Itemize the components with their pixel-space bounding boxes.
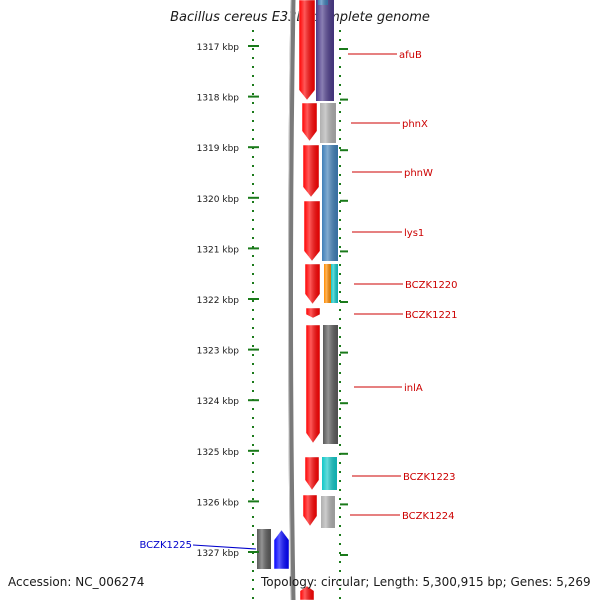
ruler-tick-label: 1319 kbp [197, 144, 240, 154]
gene-BCZK1225-gray-shade [257, 529, 271, 569]
cds-arrow-BCZK1223-shade [305, 457, 319, 490]
ruler-tick-label: 1320 kbp [197, 195, 240, 205]
genome-summary-text: Topology: circular; Length: 5,300,915 bp… [261, 575, 591, 589]
backbone-arc-highlight [288, 0, 292, 600]
cds-arrow-BCZK1220-shade [305, 264, 320, 304]
gene-phnW-lys1-shade [322, 145, 338, 261]
gene-label: afuB [399, 50, 422, 61]
gene-features [257, 0, 338, 600]
label-leader-line-BCZK1225 [192, 544, 257, 550]
gene-label: BCZK1220 [405, 280, 458, 291]
gene-afuB-shade [316, 0, 334, 101]
gene-BCZK1224-shade [321, 496, 335, 528]
ruler-tick-label: 1318 kbp [197, 94, 240, 104]
gene-inlA-shade [323, 325, 338, 444]
gene-afuB-top-shade [318, 0, 328, 5]
ruler-tick-label: 1327 kbp [197, 549, 240, 559]
gene-label: lys1 [404, 228, 424, 239]
ruler-tick-label: 1322 kbp [197, 296, 240, 306]
gene-BCZK1223-shade [322, 457, 337, 490]
gene-label: BCZK1221 [405, 310, 458, 321]
ruler-tick-label: 1321 kbp [197, 245, 240, 255]
cds-arrow-BCZK1224-shade [303, 495, 317, 526]
backbone-arc [288, 0, 296, 600]
ruler-tick-label: 1317 kbp [197, 43, 240, 53]
cds-arrow-inlA-shade [306, 325, 320, 443]
ruler-tick-label: 1326 kbp [197, 498, 240, 508]
ruler-tick-label: 1324 kbp [197, 397, 240, 407]
cds-arrow-phnW-shade [303, 145, 319, 197]
cds-arrow-phnX-shade [302, 103, 317, 141]
gene-label: phnX [402, 119, 428, 130]
gene-label-BCZK1225: BCZK1225 [139, 540, 192, 551]
accession-text: Accession: NC_006274 [8, 575, 145, 589]
gene-labels: afuB phnX phnW lys1 BCZK1220 BCZK1221 inlA BCZK… [139, 50, 457, 551]
gene-label: inlA [404, 383, 423, 394]
cds-arrow-lys1-shade [304, 201, 320, 261]
cds-arrow-afuB-shade [299, 0, 315, 100]
gene-BCZK1225-shade [274, 530, 289, 569]
gene-label: phnW [404, 168, 433, 179]
cds-arrow-BCZK1221-shade [306, 308, 320, 318]
gene-BCZK1220-cyan-shade [331, 264, 338, 303]
gene-BCZK1220-orange-shade [324, 264, 331, 303]
ruler-ticks: 1317 kbp 1318 kbp 1319 kbp 1320 kbp 1321 kbp… [197, 43, 348, 559]
gene-label: BCZK1224 [402, 511, 455, 522]
gene-phnX-shade [320, 103, 336, 143]
gene-label: BCZK1223 [403, 472, 456, 483]
ruler-tick-label: 1325 kbp [197, 448, 240, 458]
cds-arrow-bottom-shade [300, 586, 314, 600]
genome-backbone [288, 0, 296, 600]
ruler-tick-label: 1323 kbp [197, 347, 240, 357]
